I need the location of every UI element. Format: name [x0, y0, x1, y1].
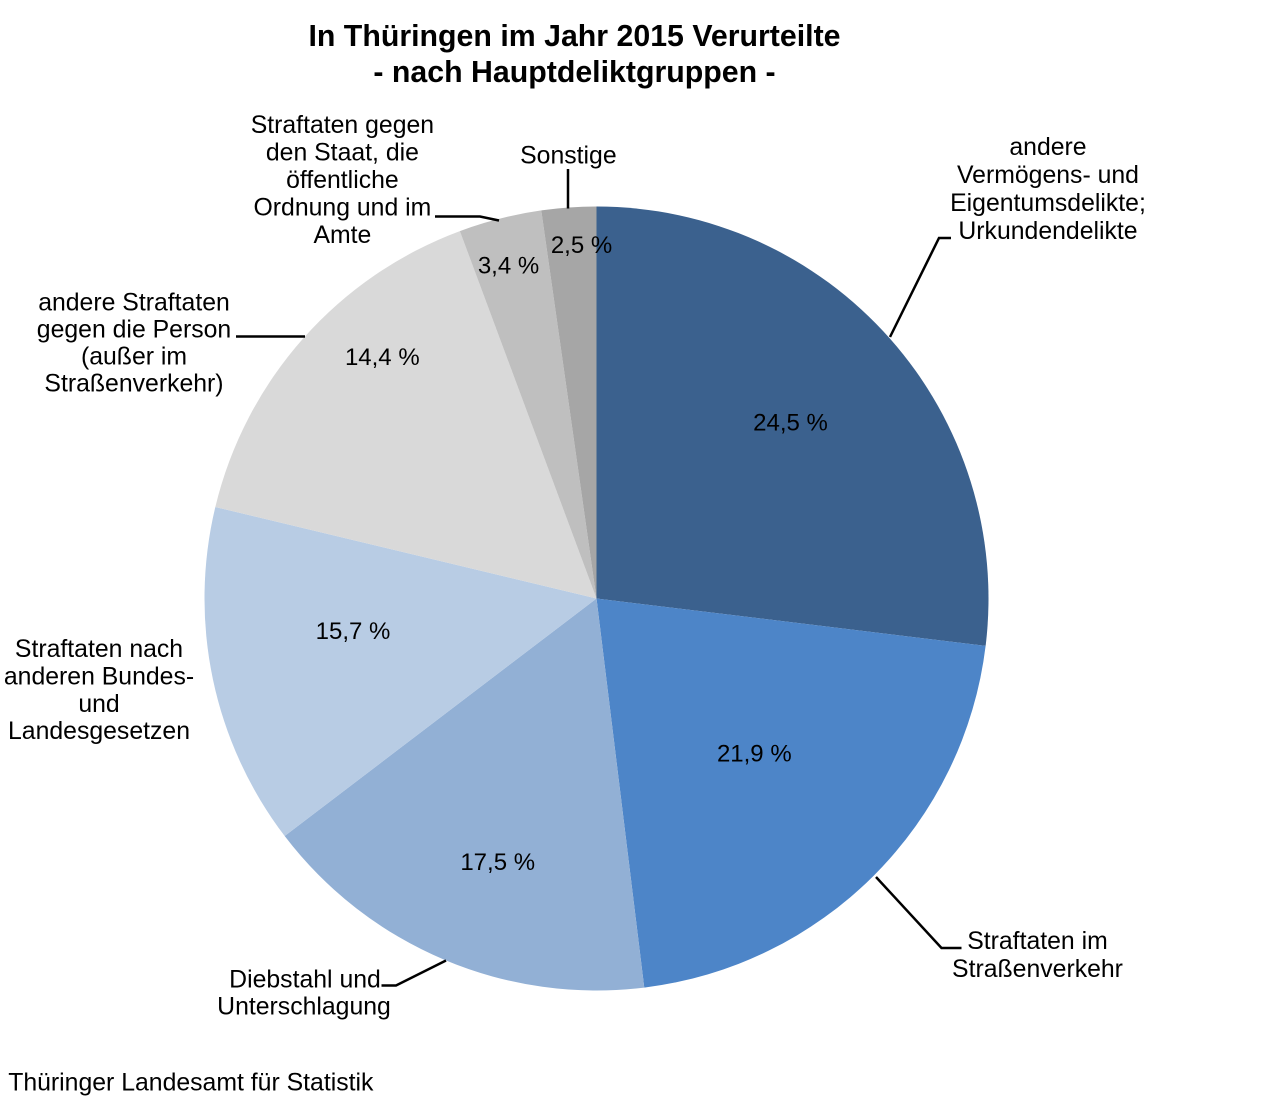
svg-text:2,5 %: 2,5 % — [551, 232, 612, 259]
svg-text:14,4 %: 14,4 % — [345, 344, 420, 371]
svg-text:- nach Hauptdeliktgruppen -: - nach Hauptdeliktgruppen - — [373, 56, 775, 89]
svg-text:Vermögens- und: Vermögens- und — [957, 162, 1139, 189]
svg-text:den Staat, die: den Staat, die — [266, 139, 419, 166]
svg-text:24,5 %: 24,5 % — [753, 410, 828, 437]
svg-text:und: und — [78, 691, 119, 718]
svg-text:Straftaten gegen: Straftaten gegen — [251, 112, 434, 139]
svg-text:Landesgesetzen: Landesgesetzen — [8, 718, 190, 745]
svg-text:Straßenverkehr): Straßenverkehr) — [44, 371, 223, 398]
svg-text:In Thüringen im Jahr 2015 Veru: In Thüringen im Jahr 2015 Verurteilte — [308, 20, 840, 53]
svg-text:Unterschlagung: Unterschlagung — [217, 994, 391, 1021]
svg-text:3,4 %: 3,4 % — [478, 253, 539, 280]
svg-text:15,7 %: 15,7 % — [316, 618, 391, 645]
svg-text:(außer im: (außer im — [81, 344, 187, 371]
svg-text:Urkundendelikte: Urkundendelikte — [958, 218, 1137, 245]
svg-text:Straßenverkehr: Straßenverkehr — [952, 956, 1123, 983]
svg-text:gegen die Person: gegen die Person — [37, 317, 231, 344]
svg-text:anderen Bundes-: anderen Bundes- — [4, 663, 194, 690]
svg-text:öffentliche: öffentliche — [286, 167, 399, 194]
svg-text:Thüringer Landesamt für Statis: Thüringer Landesamt für Statistik — [8, 1070, 374, 1097]
svg-text:andere: andere — [1009, 134, 1086, 161]
svg-text:21,9 %: 21,9 % — [717, 741, 792, 768]
svg-text:Sonstige: Sonstige — [520, 142, 617, 169]
svg-text:17,5 %: 17,5 % — [460, 849, 535, 876]
svg-text:andere Straftaten: andere Straftaten — [38, 290, 230, 317]
svg-text:Straftaten im: Straftaten im — [967, 928, 1108, 955]
svg-text:Amte: Amte — [313, 222, 371, 249]
svg-text:Diebstahl und: Diebstahl und — [229, 967, 381, 994]
svg-text:Straftaten nach: Straftaten nach — [15, 636, 183, 663]
svg-text:Eigentumsdelikte;: Eigentumsdelikte; — [950, 190, 1146, 217]
svg-text:Ordnung und im: Ordnung und im — [253, 194, 431, 221]
